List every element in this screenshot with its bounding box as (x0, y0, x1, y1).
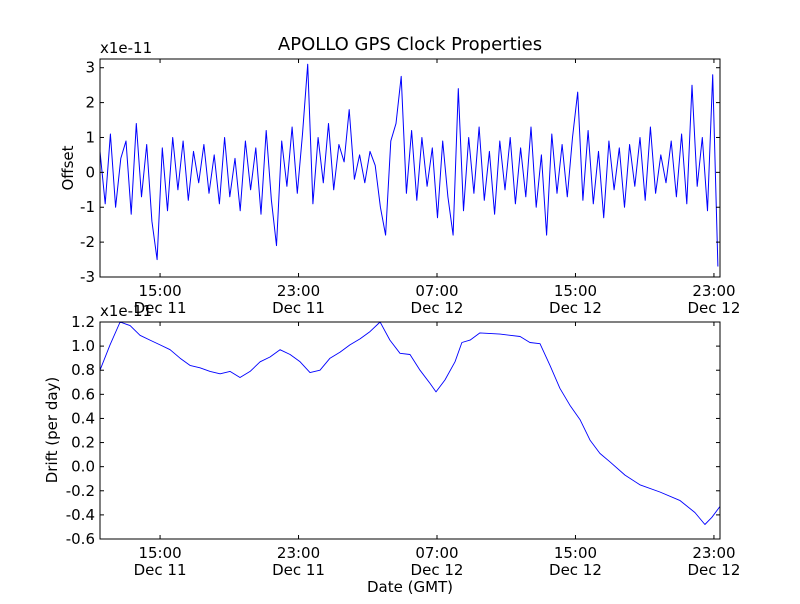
xtick-label-date: Dec 12 (687, 561, 740, 579)
ytick-label: 0.0 (71, 458, 95, 476)
drift-xlabel: Date (GMT) (367, 578, 453, 596)
xtick-label-time: 23:00 (277, 282, 320, 300)
ytick-label: -2 (80, 233, 95, 251)
xtick-label-date: Dec 12 (549, 561, 602, 579)
xtick-label-time: 15:00 (554, 544, 597, 562)
ytick-label: -0.2 (66, 482, 95, 500)
xtick-label-time: 15:00 (138, 282, 181, 300)
xtick-label-time: 23:00 (692, 282, 735, 300)
ytick-label: 1.2 (71, 313, 95, 331)
xtick-label-date: Dec 12 (549, 299, 602, 317)
xtick-label-date: Dec 11 (134, 299, 187, 317)
drift-scale-label: x1e-11 (100, 302, 152, 320)
xtick-label-date: Dec 11 (272, 299, 325, 317)
ytick-label: -0.4 (66, 506, 95, 524)
drift-line (99, 321, 721, 525)
drift-ylabel: Drift (per day) (43, 377, 61, 484)
ytick-label: 0.2 (71, 434, 95, 452)
ytick-label: -0.6 (66, 530, 95, 548)
ytick-label: 1.0 (71, 337, 95, 355)
ytick-label: 1 (85, 128, 95, 146)
xtick-label-time: 23:00 (277, 544, 320, 562)
ytick-label: -1 (80, 198, 95, 216)
xtick-label-date: Dec 12 (411, 299, 464, 317)
xtick-label-time: 23:00 (692, 544, 735, 562)
xtick-label-date: Dec 12 (411, 561, 464, 579)
ytick-label: 0.6 (71, 385, 95, 403)
offset-ylabel: Offset (59, 145, 77, 190)
drift-axes: x1e-11 Drift (per day) Date (GMT) -0.6 -0… (43, 302, 740, 596)
ytick-label: 2 (85, 94, 95, 112)
ytick-label: -3 (80, 268, 95, 286)
axes-frame (99, 321, 721, 540)
xtick-label-date: Dec 12 (687, 299, 740, 317)
offset-scale-label: x1e-11 (100, 39, 152, 57)
xtick-label-date: Dec 11 (134, 561, 187, 579)
ytick-label: 0 (85, 163, 95, 181)
chart-title: APOLLO GPS Clock Properties (278, 34, 542, 55)
axes-frame (99, 58, 721, 278)
ytick-label: 0.4 (71, 409, 95, 427)
xtick-label-time: 07:00 (415, 544, 458, 562)
ytick-label: 0.8 (71, 361, 95, 379)
offset-line (99, 63, 719, 267)
xtick-label-time: 07:00 (415, 282, 458, 300)
xtick-label-date: Dec 11 (272, 561, 325, 579)
xtick-label-time: 15:00 (138, 544, 181, 562)
xtick-label-time: 15:00 (554, 282, 597, 300)
ytick-label: 3 (85, 59, 95, 77)
